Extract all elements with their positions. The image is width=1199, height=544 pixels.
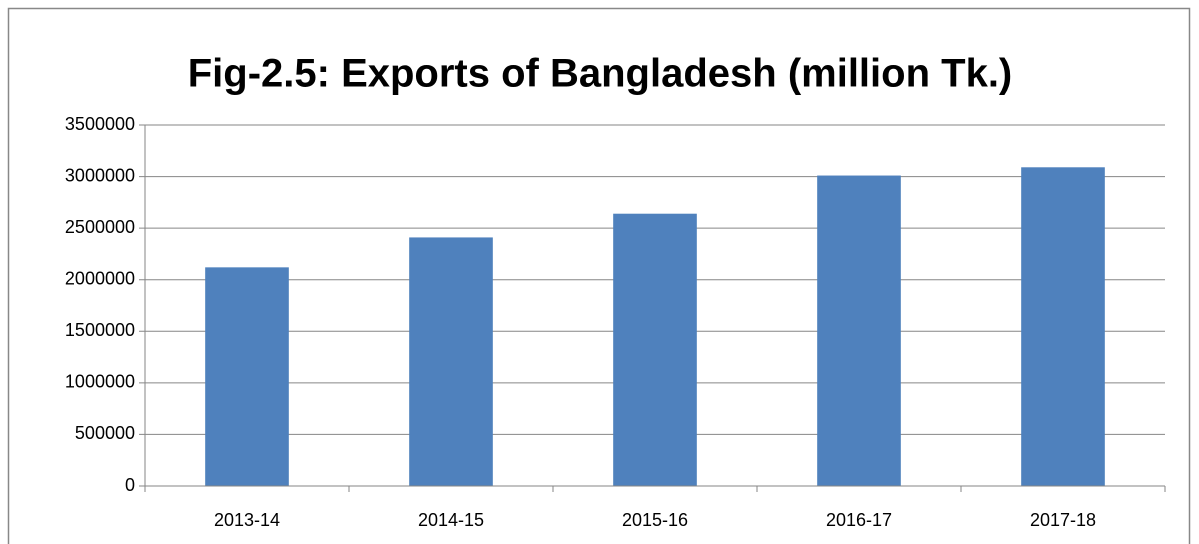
bar <box>817 175 901 487</box>
x-tick-label: 2013-14 <box>214 510 280 530</box>
y-tick-label: 2000000 <box>65 268 135 288</box>
y-tick-label: 3500000 <box>65 114 135 134</box>
bar <box>1021 167 1105 486</box>
y-tick-label: 2500000 <box>65 217 135 237</box>
bar <box>205 267 289 486</box>
bar <box>613 213 697 486</box>
y-tick-label: 3000000 <box>65 165 135 185</box>
bar <box>409 237 493 486</box>
y-tick-label: 1500000 <box>65 320 135 340</box>
chart-title: Fig-2.5: Exports of Bangladesh (million … <box>188 52 1013 96</box>
y-tick-label: 1000000 <box>65 372 135 392</box>
x-tick-label: 2016-17 <box>826 510 892 530</box>
y-tick-label: 500000 <box>75 423 135 443</box>
x-tick-label: 2015-16 <box>622 510 688 530</box>
x-tick-label: 2014-15 <box>418 510 484 530</box>
y-tick-label: 0 <box>125 475 135 495</box>
x-tick-label: 2017-18 <box>1030 510 1096 530</box>
